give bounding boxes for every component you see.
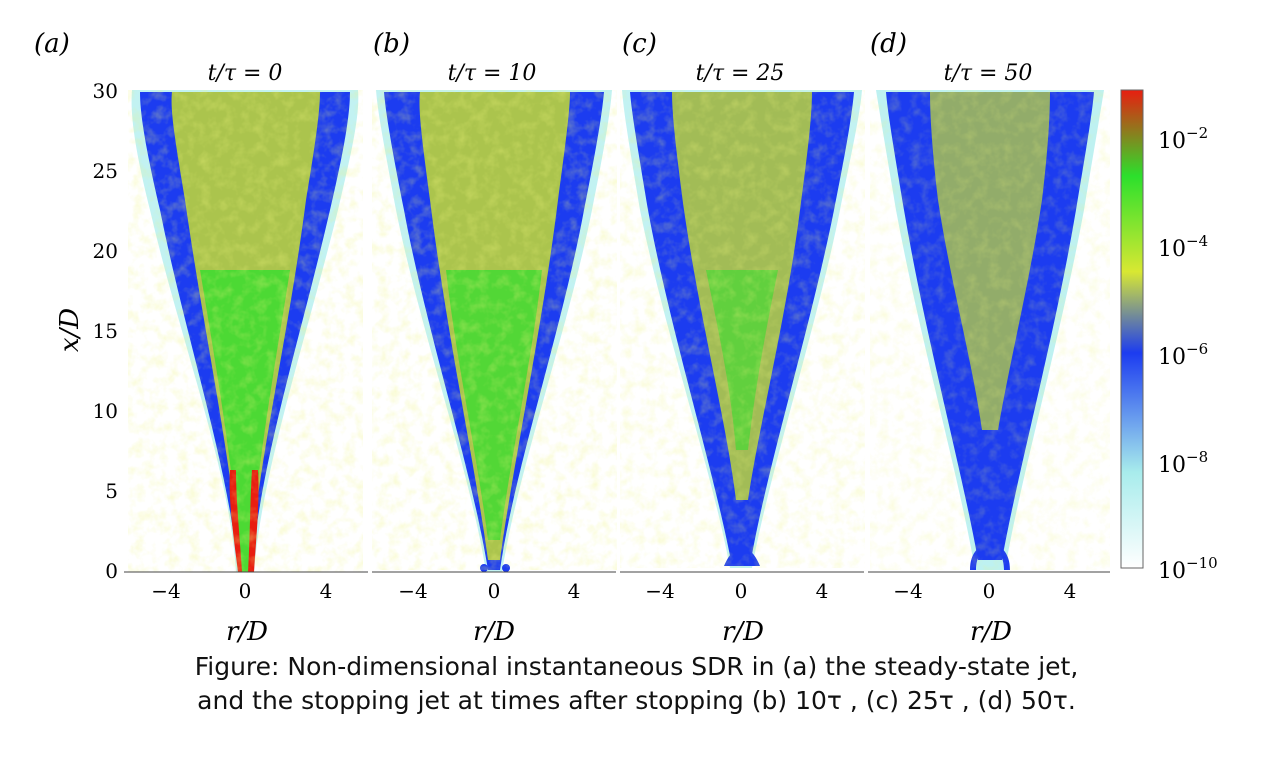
panel-letter: (a) [34, 29, 70, 59]
panel-letter: (c) [622, 29, 657, 59]
x-tick-label: 0 [735, 579, 748, 603]
x-axis-title: r/D [970, 617, 1012, 647]
y-tick-label: 15 [93, 319, 118, 343]
x-tick-label: −4 [893, 579, 922, 603]
y-tick-label: 0 [105, 559, 118, 583]
sdr-figure: x/D 0 5 10 15 20 25 30 (a) t/τ = 0 −4 0 … [34, 29, 1218, 647]
panel-a: (a) t/τ = 0 −4 0 4 r/D [34, 29, 368, 647]
x-tick-labels: −4 0 4 [645, 579, 828, 603]
panel-time-label: t/τ = 0 [208, 61, 283, 86]
x-axis-title: r/D [226, 617, 268, 647]
caption-line-2: and the stopping jet at times after stop… [197, 686, 1076, 715]
sdr-field-a [128, 90, 363, 572]
colorbar-tick-label: 10−4 [1158, 232, 1208, 262]
colorbar-tick-label: 10−10 [1158, 554, 1218, 584]
x-tick-label: 4 [1064, 579, 1077, 603]
caption-line-1: Figure: Non-dimensional instantaneous SD… [194, 652, 1079, 681]
y-tick-label: 20 [93, 239, 118, 263]
y-tick-label: 5 [105, 479, 118, 503]
x-tick-labels: −4 0 4 [398, 579, 580, 603]
figure-caption: Figure: Non-dimensional instantaneous SD… [0, 650, 1273, 718]
sdr-field-c [620, 90, 865, 568]
x-tick-label: 4 [568, 579, 581, 603]
panel-d: (d) t/τ = 50 −4 0 4 r/D [868, 29, 1110, 647]
y-axis-title: x/D [55, 308, 85, 352]
sdr-field-d [870, 90, 1110, 570]
sdr-field-b [372, 90, 617, 572]
x-axis-title: r/D [473, 617, 515, 647]
panel-time-label: t/τ = 50 [944, 61, 1033, 86]
colorbar-tick-label: 10−8 [1158, 448, 1208, 478]
y-tick-label: 30 [93, 79, 118, 103]
panel-c: (c) t/τ = 25 −4 0 4 r/D [620, 29, 865, 647]
x-tick-label: 0 [239, 579, 252, 603]
panel-b: (b) t/τ = 10 −4 0 4 r/D [372, 29, 617, 647]
x-tick-labels: −4 0 4 [893, 579, 1076, 603]
x-tick-label: −4 [398, 579, 427, 603]
x-axis-title: r/D [722, 617, 764, 647]
colorbar-tick-label: 10−2 [1158, 124, 1208, 154]
x-tick-label: −4 [645, 579, 674, 603]
x-tick-label: 0 [983, 579, 996, 603]
colorbar-tick-labels: 10−2 10−4 10−6 10−8 10−10 [1158, 124, 1218, 584]
y-tick-label: 10 [93, 399, 118, 423]
colorbar-gradient [1120, 89, 1144, 569]
panel-letter: (b) [373, 29, 410, 59]
x-tick-label: −4 [151, 579, 180, 603]
panel-time-label: t/τ = 10 [448, 61, 537, 86]
panel-letter: (d) [870, 29, 907, 59]
x-tick-label: 0 [488, 579, 501, 603]
colorbar: 10−2 10−4 10−6 10−8 10−10 [1120, 89, 1218, 584]
y-tick-label: 25 [93, 159, 118, 183]
y-tick-labels: 0 5 10 15 20 25 30 [93, 79, 118, 583]
x-tick-labels: −4 0 4 [151, 579, 332, 603]
colorbar-tick-label: 10−6 [1158, 340, 1208, 370]
panel-time-label: t/τ = 25 [696, 61, 785, 86]
x-tick-label: 4 [320, 579, 333, 603]
x-tick-label: 4 [816, 579, 829, 603]
